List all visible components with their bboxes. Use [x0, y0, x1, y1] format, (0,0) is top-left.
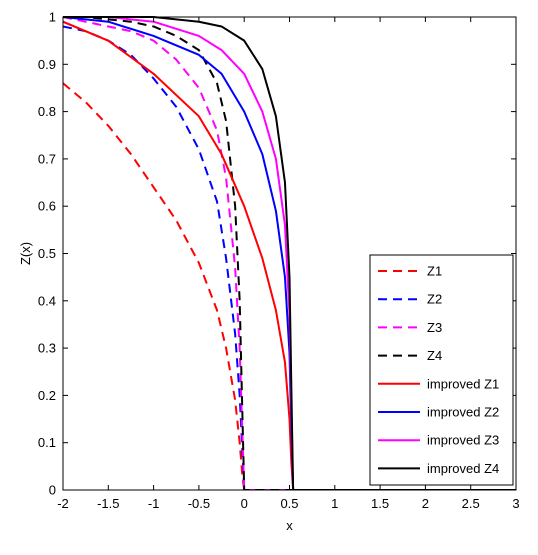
- legend-label: improved Z2: [427, 405, 499, 420]
- y-tick-label: 0.4: [38, 293, 56, 308]
- y-tick-label: 0.2: [38, 388, 56, 403]
- legend-label: Z2: [427, 292, 442, 307]
- y-tick-label: 0.1: [38, 435, 56, 450]
- y-tick-label: 0.3: [38, 341, 56, 356]
- x-tick-label: -2: [57, 496, 69, 511]
- series-layer: [63, 16, 516, 490]
- x-tick-label: 0: [241, 496, 248, 511]
- y-tick-label: 0.8: [38, 104, 56, 119]
- x-tick-label: 2.5: [462, 496, 480, 511]
- y-tick-label: 0.5: [38, 246, 56, 261]
- x-tick-label: 1.5: [371, 496, 389, 511]
- x-tick-label: 3: [512, 496, 519, 511]
- x-tick-label: -0.5: [188, 496, 210, 511]
- x-tick-label: -1.5: [97, 496, 119, 511]
- series-line-improved-z4: [63, 16, 516, 490]
- ticks-layer: -2 -1.5 -1 -0.5 0 0.5 1 1.5 2 2.5 3 0 0.1 0.2 0.3 0.4 0.…: [38, 10, 520, 512]
- y-tick-label: 0: [49, 483, 56, 498]
- x-tick-label: 0.5: [280, 496, 298, 511]
- y-axis-label: Z(x): [18, 242, 33, 265]
- series-line-z4: [63, 16, 516, 490]
- legend-label: Z3: [427, 320, 442, 335]
- legend-box: [369, 254, 514, 486]
- legend-label: Z1: [427, 264, 442, 279]
- x-tick-label: 1: [331, 496, 338, 511]
- x-tick-label: -1: [148, 496, 160, 511]
- series-line-z3: [63, 16, 516, 490]
- y-tick-label: 0.7: [38, 151, 56, 166]
- legend-label: Z4: [427, 348, 442, 363]
- y-tick-label: 1: [49, 10, 56, 25]
- x-axis-label: x: [286, 518, 293, 533]
- legend-label: improved Z3: [427, 433, 499, 448]
- legend-label: improved Z1: [427, 376, 499, 391]
- legend-label: improved Z4: [427, 461, 499, 476]
- x-tick-label: 2: [422, 496, 429, 511]
- legend: Z1 Z2 Z3 Z4 improved Z1 improved Z2 improved Z…: [369, 254, 514, 486]
- y-tick-label: 0.6: [38, 199, 56, 214]
- y-tick-label: 0.9: [38, 57, 56, 72]
